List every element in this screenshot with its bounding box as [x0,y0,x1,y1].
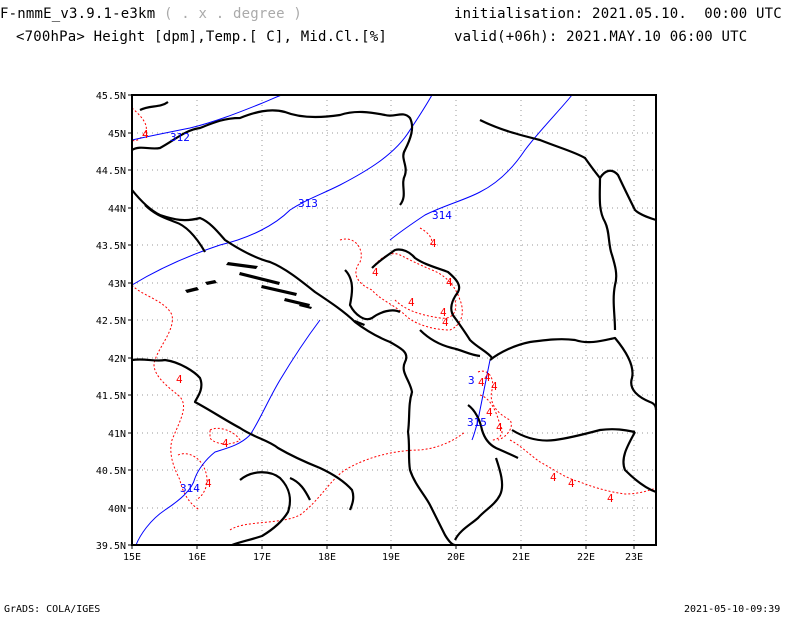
temperature-label: 4 [430,237,437,250]
lon-tick-label: 19E [382,552,400,563]
map-gridlines [132,95,656,545]
height-label: 312 [170,131,190,144]
temperature-contours [131,107,657,531]
temperature-label: 4 [607,492,614,505]
model-title: F-nmmE_v3.9.1-e3km ( . x . degree ) [0,6,302,22]
temperature-label: 4 [496,421,503,434]
lat-tick-label: 44.5N [96,166,126,177]
temperature-label: 4 [486,406,493,419]
lat-tick-label: 45.5N [96,91,126,102]
lon-tick-label: 17E [253,552,271,563]
temperature-label: 4 [440,306,447,319]
lat-tick-label: 42.5N [96,316,126,327]
lon-tick-label: 20E [447,552,465,563]
temperature-label: 4 [222,437,229,450]
lat-tick-labels: 39.5N 40N 40.5N 41N 41.5N 42N 42.5N 43N … [96,91,126,552]
height-labels: 312 313 314 3 315 314 [170,131,487,495]
temperature-label: 4 [408,296,415,309]
valid-time: valid(+06h): 2021.MAY.10 06:00 UTC [454,29,748,45]
temperature-label: 4 [446,276,453,289]
footer-timestamp: 2021-05-10-09:39 [684,604,781,615]
lon-tick-label: 16E [188,552,206,563]
lon-tick-label: 15E [123,552,141,563]
lon-tick-label: 23E [625,552,643,563]
lat-tick-label: 42N [108,354,126,365]
temperature-label: 4 [568,477,575,490]
variables-title: <700hPa> Height [dpm],Temp.[ C], Mid.Cl.… [16,29,388,45]
temperature-labels: 4 4 4 4 4 4 4 4 4 4 4 4 4 4 4 4 4 4 [142,128,614,505]
temperature-label: 4 [142,128,149,141]
model-name: F-nmmE_v3.9.1-e3km [0,6,156,22]
lat-tick-label: 41.5N [96,391,126,402]
temperature-label: 4 [550,471,557,484]
lat-tick-label: 43N [108,279,126,290]
model-grid: ( . x . degree ) [163,6,303,22]
temperature-label: 4 [491,380,498,393]
lon-tick-label: 22E [577,552,595,563]
coastal-islands [185,262,365,326]
lat-tick-label: 43.5N [96,241,126,252]
temperature-label: 4 [205,477,212,490]
temperature-label: 4 [176,373,183,386]
height-label: 314 [432,209,452,222]
height-label: 3 [468,374,475,387]
coastlines-borders [131,101,658,547]
axis-ticks [128,94,635,549]
lat-tick-label: 45N [108,129,126,140]
height-label: 315 [467,416,487,429]
lat-tick-label: 39.5N [96,541,126,552]
lon-tick-labels: 15E 16E 17E 18E 19E 20E 21E 22E 23E [123,552,643,563]
lat-tick-label: 41N [108,429,126,440]
height-contours [131,94,573,546]
temperature-label: 4 [442,316,449,329]
temperature-label: 4 [372,266,379,279]
lat-tick-label: 40.5N [96,466,126,477]
lon-tick-label: 21E [512,552,530,563]
temperature-label: 4 [478,376,485,389]
height-label: 313 [298,197,318,210]
lat-tick-label: 44N [108,204,126,215]
lon-tick-label: 18E [318,552,336,563]
lat-tick-label: 40N [108,504,126,515]
initialisation-time: initialisation: 2021.05.10. 00:00 UTC [454,6,782,22]
temperature-label: 4 [484,371,491,384]
footer-software: GrADS: COLA/IGES [4,604,101,615]
height-label: 314 [180,482,200,495]
